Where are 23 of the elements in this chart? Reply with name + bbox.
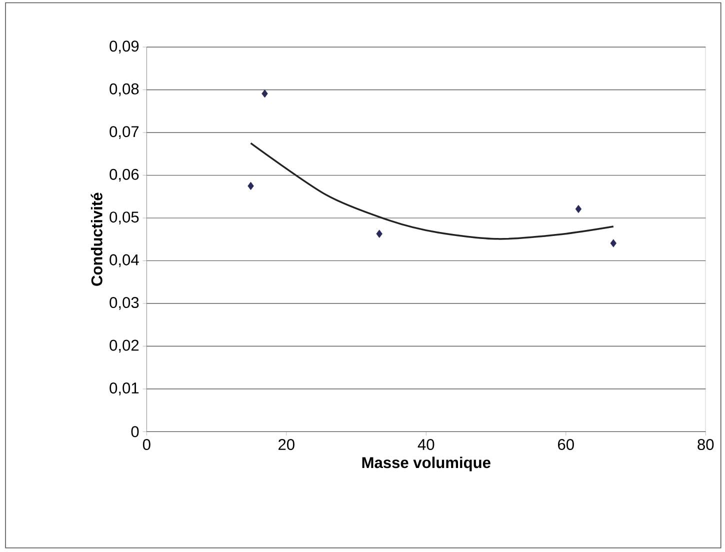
y-tick-label: 0 [131, 426, 139, 438]
point [262, 90, 268, 98]
x-tick-label: 40 [418, 439, 434, 450]
y-tick-label: 0,07 [110, 126, 139, 140]
y-tick-label: 0,08 [110, 83, 139, 96]
y-tick-label: 0,03 [110, 297, 139, 310]
x-axis-title: Masse volumique [362, 456, 490, 472]
y-tick-label: 0,02 [110, 340, 139, 353]
line-series [250, 142, 614, 240]
x-tick-label: 0 [142, 439, 150, 450]
point [610, 239, 617, 248]
point [575, 205, 582, 214]
y-axis-title: Conductivité [90, 192, 102, 286]
x-tick-label: 20 [278, 439, 294, 450]
x-tick-label: 60 [558, 439, 574, 450]
y-tick-label: 0,01 [110, 382, 139, 396]
point [248, 182, 254, 190]
y-tick-label: 0,09 [110, 40, 139, 54]
y-tick-label: 0,06 [110, 168, 139, 182]
x-tick-label: 80 [698, 439, 714, 450]
y-tick-label: 0,04 [110, 254, 139, 268]
point [376, 230, 382, 238]
y-tick-label: 0,05 [110, 212, 139, 225]
